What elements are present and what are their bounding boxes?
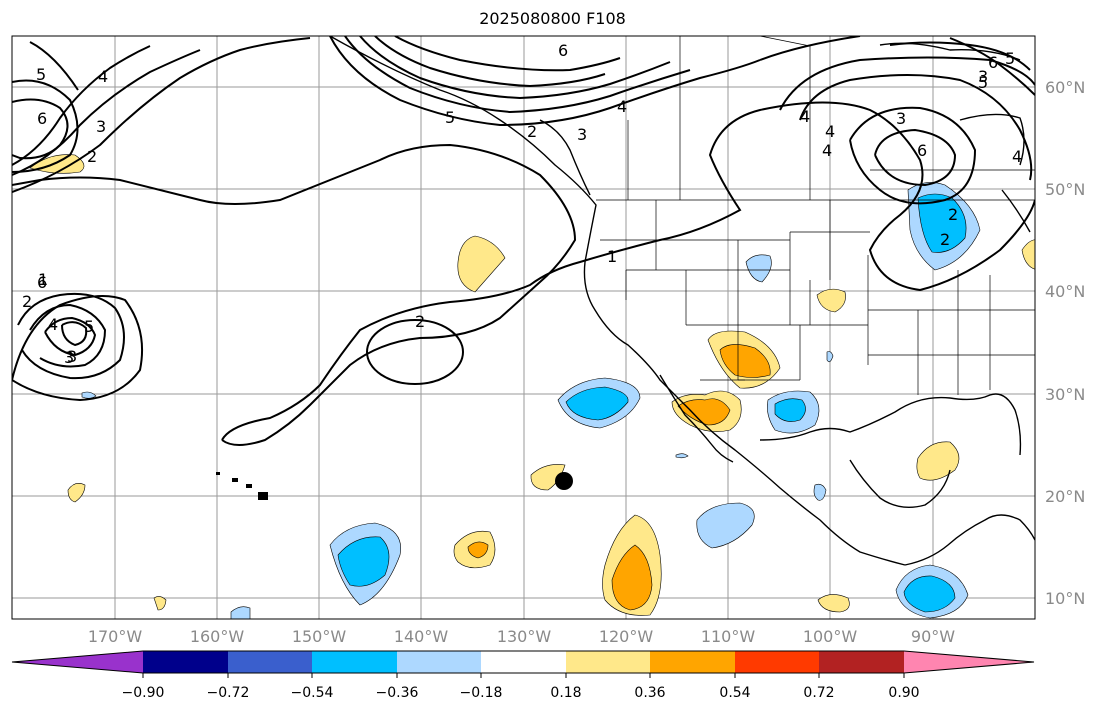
- colorbar-tick-label: 0.72: [803, 685, 834, 701]
- lat-label: 40°N: [1045, 282, 1085, 301]
- lon-label: 140°W: [394, 627, 449, 646]
- lon-label: 170°W: [88, 627, 143, 646]
- colorbar-segment: [566, 651, 651, 673]
- contour-label: 1: [38, 270, 48, 289]
- colorbar-tick-label: 0.36: [634, 685, 665, 701]
- colorbar-segment: [12, 651, 143, 673]
- gridlines: [12, 36, 1035, 619]
- lon-label: 150°W: [292, 627, 347, 646]
- lon-label: 110°W: [701, 627, 756, 646]
- contour-label: 5: [36, 65, 46, 84]
- colorbar-segment: [481, 651, 566, 673]
- colorbar-tick-label: −0.18: [460, 685, 503, 701]
- lon-label: 130°W: [497, 627, 552, 646]
- map-area: 5 4 6 3 2 2 1 4 5 3 2 6 3 4 5 6 3 4 1 2 …: [12, 36, 1035, 619]
- contour-label: 5: [445, 108, 455, 127]
- contour-label: 4: [800, 107, 810, 126]
- lon-label: 100°W: [803, 627, 858, 646]
- contour-label: 5: [84, 317, 94, 336]
- state-borders: [596, 36, 1035, 395]
- colorbar-tick-label: −0.72: [207, 685, 250, 701]
- contour-label: 2: [22, 292, 32, 311]
- storm-location-marker: [555, 472, 573, 490]
- colorbar-ticks: [142, 673, 905, 678]
- colorbar-tick-labels: −0.90 −0.72 −0.54 −0.36 −0.18 0.18 0.36 …: [122, 685, 920, 701]
- contour-label: 2: [940, 230, 950, 249]
- lon-label: 90°W: [911, 627, 955, 646]
- contour-label: 4: [825, 122, 835, 141]
- contour-label: 4: [48, 315, 58, 334]
- contour-label: 6: [917, 141, 927, 160]
- colorbar-segment: [228, 651, 313, 673]
- colorbar-segment: [735, 651, 820, 673]
- contour-label: 4: [1012, 147, 1022, 166]
- colorbar-segments: [12, 651, 1034, 673]
- contour-label: 4: [617, 97, 627, 116]
- contour-label: 2: [415, 312, 425, 331]
- contour-label: 4: [822, 141, 832, 160]
- anomaly-shading: [29, 154, 1035, 619]
- colorbar-tick-label: 0.90: [888, 685, 919, 701]
- colorbar-tick-label: 0.18: [550, 685, 581, 701]
- colorbar-segment: [819, 651, 904, 673]
- contour-label: 1: [607, 247, 617, 266]
- colorbar-segment: [650, 651, 735, 673]
- contour-label: 6: [558, 41, 568, 60]
- contour-label: 2: [87, 147, 97, 166]
- contour-label: 2: [948, 205, 958, 224]
- longitude-labels: 170°W 160°W 150°W 140°W 130°W 120°W 110°…: [88, 627, 955, 646]
- contour-label: 3: [577, 125, 587, 144]
- contour-label: 3: [64, 348, 74, 367]
- colorbar-segment: [312, 651, 397, 673]
- lat-label: 50°N: [1045, 180, 1085, 199]
- contour-label: 2: [527, 122, 537, 141]
- contour-label: 6: [988, 53, 998, 72]
- colorbar-segment: [143, 651, 228, 673]
- lon-label: 160°W: [190, 627, 245, 646]
- colorbar-segment: [397, 651, 482, 673]
- lat-label: 10°N: [1045, 589, 1085, 608]
- contour-label: 3: [67, 347, 77, 366]
- contour-label: 5: [1005, 49, 1015, 68]
- lat-label: 60°N: [1045, 78, 1085, 97]
- colorbar-tick-label: 0.54: [719, 685, 750, 701]
- coastlines: [329, 36, 1035, 566]
- contour-lines: [12, 36, 1035, 446]
- colorbar: −0.90 −0.72 −0.54 −0.36 −0.18 0.18 0.36 …: [11, 650, 1035, 701]
- latitude-labels: 60°N 50°N 40°N 30°N 20°N 10°N: [1045, 78, 1085, 608]
- contour-label: 3: [896, 109, 906, 128]
- contour-label: 3: [978, 67, 988, 86]
- map-frame: [11, 35, 1036, 620]
- contour-label: 4: [98, 67, 108, 86]
- colorbar-tick-label: −0.90: [122, 685, 165, 701]
- hawaii-islands: [216, 472, 268, 500]
- colorbar-segment: [904, 651, 1034, 673]
- map-title: 2025080800 F108: [479, 9, 626, 28]
- lon-label: 120°W: [599, 627, 654, 646]
- colorbar-tick-label: −0.54: [291, 685, 334, 701]
- contour-label: 3: [96, 117, 106, 136]
- contour-label: 6: [37, 273, 47, 292]
- colorbar-tick-label: −0.36: [376, 685, 419, 701]
- lat-label: 20°N: [1045, 487, 1085, 506]
- contour-label-group: 5 4 6 3 2 2 1 4 5 3 2 6 3 4 5 6 3 4 1 2 …: [22, 41, 1022, 367]
- lat-label: 30°N: [1045, 385, 1085, 404]
- contour-label: 6: [37, 109, 47, 128]
- contour-label: 5: [978, 73, 988, 92]
